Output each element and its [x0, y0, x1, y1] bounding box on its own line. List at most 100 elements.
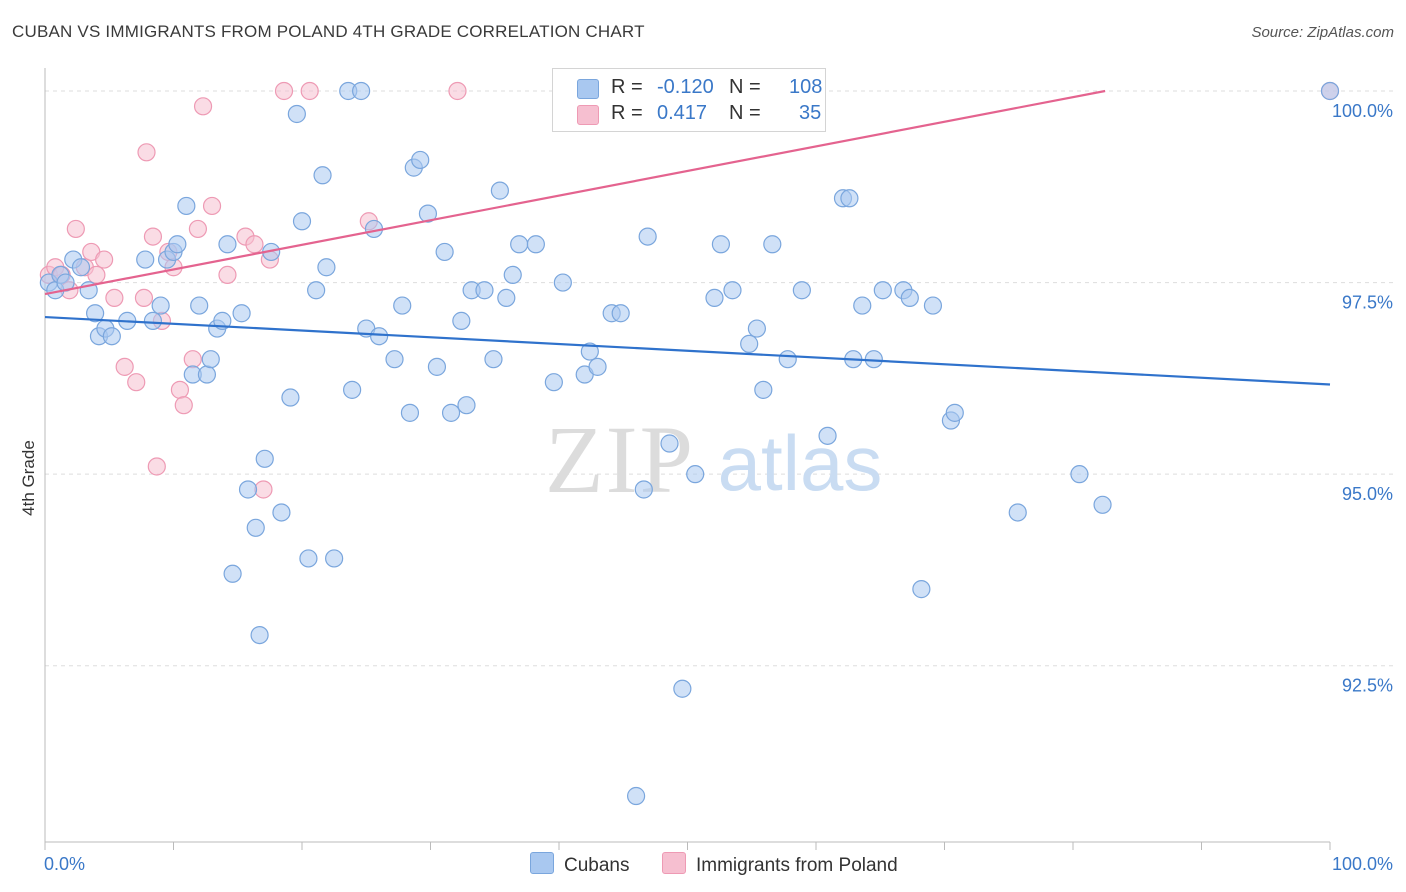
legend-n-value: 35 — [799, 102, 822, 124]
cuban-point — [497, 288, 516, 308]
cuban-point — [250, 625, 269, 645]
poland-point — [188, 219, 208, 239]
cuban-point — [223, 564, 242, 583]
cuban-point — [86, 304, 105, 323]
watermark: ZIP atlas — [545, 406, 882, 513]
cuban-point — [313, 166, 332, 185]
cuban-point — [660, 434, 679, 453]
correlation-legend: R = -0.120 N = 108 R = 0.417 N = 35 — [552, 68, 826, 132]
watermark-zip: ZIP — [545, 406, 695, 513]
poland-point — [202, 196, 222, 216]
legend-swatch-poland — [577, 105, 599, 125]
bottom-legend-cubans: Cubans — [530, 852, 630, 877]
legend-n-label: N = — [729, 102, 761, 124]
legend-r-label: R = — [611, 76, 643, 98]
legend-r-label: R = — [611, 102, 643, 124]
cuban-point — [177, 196, 196, 216]
poland-point — [174, 396, 193, 415]
cuban-point — [435, 242, 454, 262]
watermark-atlas: atlas — [718, 419, 883, 507]
cuban-point — [400, 403, 420, 422]
cuban-point — [490, 181, 509, 200]
cuban-point — [544, 373, 563, 392]
cuban-point — [281, 388, 300, 407]
bottom-legend-label-cubans: Cubans — [564, 855, 630, 876]
poland-point — [183, 350, 202, 369]
x-tick-label: 0.0% — [44, 854, 85, 874]
cuban-point — [307, 281, 326, 300]
legend-swatch-cubans — [577, 79, 599, 99]
poland-point — [115, 357, 134, 376]
cuban-point — [754, 380, 773, 399]
cuban-point — [201, 350, 220, 369]
cuban-point — [246, 518, 265, 537]
cuban-point — [102, 327, 121, 346]
cuban-point — [299, 549, 318, 568]
poland-point — [87, 265, 106, 285]
poland-point — [193, 97, 213, 116]
cuban-point — [580, 342, 599, 361]
cuban-point — [411, 150, 430, 170]
cuban-point — [740, 334, 759, 353]
poland-point — [105, 288, 124, 308]
cuban-point — [475, 281, 494, 300]
bottom-legend-label-poland: Immigrants from Poland — [696, 855, 898, 876]
cuban-point — [900, 288, 919, 308]
cuban-point — [723, 281, 742, 300]
poland-point — [254, 480, 273, 499]
cuban-point — [418, 204, 438, 223]
bottom-legend-poland: Immigrants from Poland — [662, 852, 898, 877]
cuban-point — [385, 350, 404, 369]
cuban-point — [255, 449, 274, 468]
cuban-point — [873, 281, 892, 300]
axes — [44, 68, 1331, 850]
poland-point — [143, 227, 163, 246]
cuban-point — [317, 258, 336, 277]
cuban-point — [232, 304, 251, 323]
cuban-point — [484, 350, 503, 369]
y-tick-label: 95.0% — [1342, 484, 1393, 504]
cuban-point — [818, 426, 837, 445]
cuban-point — [136, 250, 155, 269]
cuban-point — [1320, 81, 1340, 101]
cuban-point — [1093, 495, 1112, 514]
poland-point — [245, 235, 264, 254]
poland-point — [170, 380, 190, 399]
bottom-legend-swatch-cubans — [530, 852, 554, 874]
poland-point — [218, 265, 237, 285]
cuban-point — [923, 296, 943, 315]
cuban-point — [503, 265, 522, 285]
cuban-point — [711, 235, 731, 254]
cuban-point — [218, 235, 237, 254]
tick-labels: 92.5% 95.0% 97.5% 100.0% 0.0% 100.0% — [44, 101, 1393, 874]
poland-point — [274, 81, 294, 101]
legend-n-label: N = — [729, 76, 761, 98]
cuban-point — [151, 296, 170, 315]
cuban-point — [1008, 503, 1027, 522]
cuban-point — [452, 311, 471, 330]
cuban-point — [638, 227, 657, 246]
y-tick-label: 100.0% — [1332, 101, 1393, 121]
cuban-point — [325, 549, 344, 568]
poland-point — [147, 457, 166, 476]
cuban-point — [611, 304, 630, 323]
cuban-point — [763, 235, 782, 254]
chart-title: CUBAN VS IMMIGRANTS FROM POLAND 4TH GRAD… — [12, 22, 645, 41]
y-tick-label: 97.5% — [1342, 293, 1393, 313]
trend-line-poland — [44, 89, 1106, 296]
poland-point — [300, 81, 319, 101]
cuban-point — [441, 403, 461, 422]
legend-r-value: 0.417 — [657, 102, 708, 124]
cuban-point — [292, 212, 312, 231]
cuban-point — [197, 365, 217, 384]
legend-n-value: 108 — [789, 76, 823, 98]
legend-r-value: -0.120 — [657, 76, 714, 98]
cuban-point — [526, 235, 545, 254]
cuban-point — [352, 81, 371, 101]
cuban-point — [673, 679, 692, 698]
bottom-legend-swatch-poland — [662, 852, 686, 874]
cuban-point — [143, 311, 163, 330]
cuban-point — [238, 480, 258, 499]
y-tick-label: 92.5% — [1342, 676, 1393, 696]
